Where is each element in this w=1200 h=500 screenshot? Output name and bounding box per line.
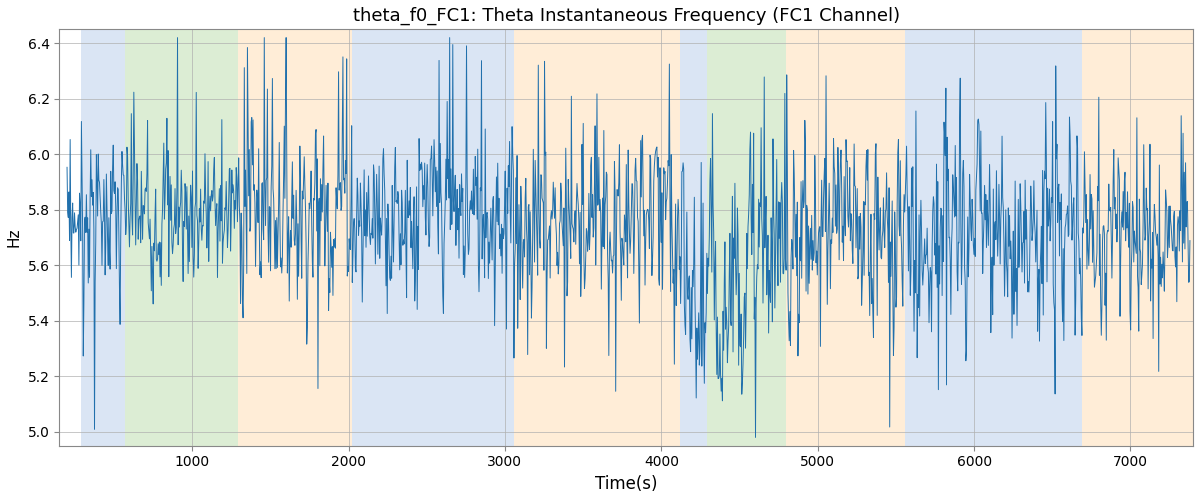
Bar <box>238 30 352 446</box>
Bar <box>786 30 905 446</box>
Bar <box>680 30 707 446</box>
Bar <box>707 30 786 446</box>
Bar <box>352 30 515 446</box>
Bar <box>515 30 680 446</box>
Bar <box>125 30 238 446</box>
X-axis label: Time(s): Time(s) <box>595 475 658 493</box>
Y-axis label: Hz: Hz <box>7 228 22 248</box>
Title: theta_f0_FC1: Theta Instantaneous Frequency (FC1 Channel): theta_f0_FC1: Theta Instantaneous Freque… <box>353 7 900 25</box>
Bar <box>905 30 1082 446</box>
Bar <box>82 30 125 446</box>
Bar <box>1082 30 1193 446</box>
